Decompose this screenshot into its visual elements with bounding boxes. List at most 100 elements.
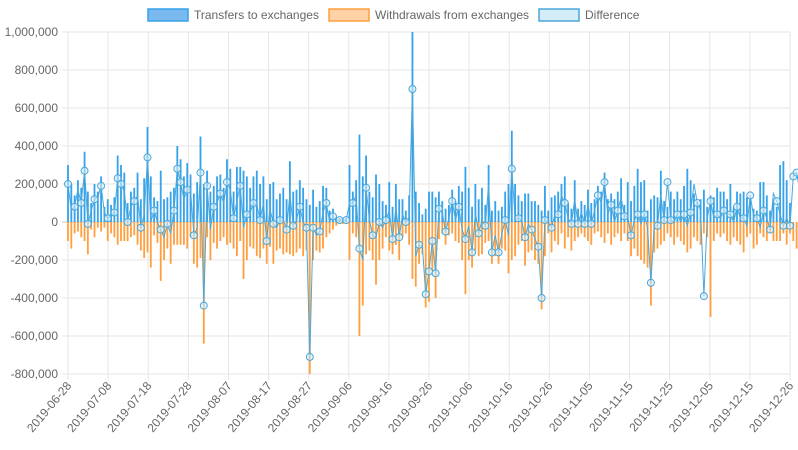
difference-point[interactable] [587,219,596,228]
withdrawal-bar[interactable] [679,222,682,241]
withdrawal-bar[interactable] [603,222,606,243]
withdrawal-bar[interactable] [358,222,361,336]
transfer-bar[interactable] [146,127,149,222]
withdrawal-bar[interactable] [285,222,288,253]
withdrawal-bar[interactable] [577,222,579,238]
transfer-bar[interactable] [67,165,69,222]
transfer-bar[interactable] [375,174,377,223]
withdrawal-bar[interactable] [371,222,374,260]
difference-point[interactable] [169,206,178,215]
difference-point[interactable] [719,206,728,215]
withdrawal-bar[interactable] [643,222,646,264]
transfer-bar[interactable] [596,185,599,222]
withdrawal-bar[interactable] [183,222,185,245]
transfer-bar[interactable] [100,176,103,222]
transfer-bar[interactable] [742,191,745,222]
withdrawal-bar[interactable] [520,222,523,241]
transfer-bar[interactable] [497,210,500,222]
difference-point[interactable] [355,244,364,253]
transfer-bar[interactable] [534,201,536,222]
difference-point[interactable] [421,290,430,299]
difference-point[interactable] [302,223,311,232]
difference-point[interactable] [507,164,516,173]
withdrawal-bar[interactable] [553,222,556,241]
transfer-bar[interactable] [149,176,152,222]
transfer-bar[interactable] [663,201,666,222]
withdrawal-bar[interactable] [686,222,689,253]
transfer-bar[interactable] [245,176,248,222]
difference-point[interactable] [189,231,198,240]
difference-point[interactable] [567,219,576,228]
transfer-bar[interactable] [120,165,122,222]
withdrawal-bar[interactable] [666,222,669,234]
withdrawal-bar[interactable] [192,222,195,264]
transfer-bar[interactable] [785,180,788,222]
transfer-bar[interactable] [424,208,427,222]
difference-point[interactable] [322,199,331,207]
transfer-bar[interactable] [226,159,228,222]
withdrawal-bar[interactable] [716,222,719,234]
transfer-bar[interactable] [583,204,586,222]
transfer-bar[interactable] [775,206,778,222]
difference-point[interactable] [673,210,682,219]
withdrawal-bar[interactable] [457,222,460,243]
difference-point[interactable] [540,216,549,225]
difference-point[interactable] [156,225,165,234]
transfer-bar[interactable] [189,174,192,223]
withdrawal-bar[interactable] [421,222,424,255]
withdrawal-bar[interactable] [143,222,146,259]
transfer-bar[interactable] [202,184,205,222]
transfer-bar[interactable] [782,161,785,222]
withdrawal-bar[interactable] [202,222,205,344]
withdrawal-bar[interactable] [441,222,444,234]
withdrawal-bar[interactable] [106,222,109,241]
transfer-bar[interactable] [242,170,245,222]
withdrawal-bar[interactable] [557,222,560,245]
transfer-bar[interactable] [428,191,430,222]
transfer-bar[interactable] [378,184,381,222]
transfer-bar[interactable] [404,210,407,222]
difference-point[interactable] [176,178,185,187]
withdrawal-bar[interactable] [166,222,169,249]
difference-point[interactable] [289,221,298,230]
difference-point[interactable] [209,202,218,211]
difference-point[interactable] [481,221,490,230]
transfer-bar[interactable] [103,206,106,222]
withdrawal-bar[interactable] [302,222,305,257]
transfer-bar[interactable] [447,204,450,222]
withdrawal-bar[interactable] [93,222,96,238]
withdrawal-bar[interactable] [355,222,358,238]
withdrawal-bar[interactable] [563,222,566,249]
difference-point[interactable] [699,292,708,301]
withdrawal-bar[interactable] [113,222,116,238]
withdrawal-bar[interactable] [746,222,748,238]
difference-point[interactable] [693,199,702,207]
difference-point[interactable] [759,206,768,215]
transfer-bar[interactable] [540,210,543,222]
withdrawal-bar[interactable] [199,222,202,259]
withdrawal-bar[interactable] [351,222,354,234]
withdrawal-bar[interactable] [610,222,613,245]
withdrawal-bar[interactable] [471,222,473,268]
difference-point[interactable] [295,202,304,211]
withdrawal-bar[interactable] [663,222,666,241]
transfer-bar[interactable] [235,166,238,222]
withdrawal-bar[interactable] [438,222,440,240]
withdrawal-bar[interactable] [120,222,122,241]
difference-point[interactable] [305,352,314,361]
withdrawal-bar[interactable] [676,222,679,238]
difference-point[interactable] [328,212,337,221]
transfer-bar[interactable] [666,206,669,222]
withdrawal-bar[interactable] [464,222,467,295]
transfer-bar[interactable] [504,191,507,222]
transfer-bar[interactable] [318,201,321,222]
difference-point[interactable] [527,225,536,234]
withdrawal-bar[interactable] [792,222,795,241]
withdrawal-bar[interactable] [514,222,517,257]
withdrawal-bar[interactable] [550,222,553,253]
transfer-bar[interactable] [315,206,318,222]
difference-point[interactable] [64,180,72,188]
withdrawal-bar[interactable] [295,222,298,253]
withdrawal-bar[interactable] [153,222,156,236]
transfer-bar[interactable] [474,184,477,222]
